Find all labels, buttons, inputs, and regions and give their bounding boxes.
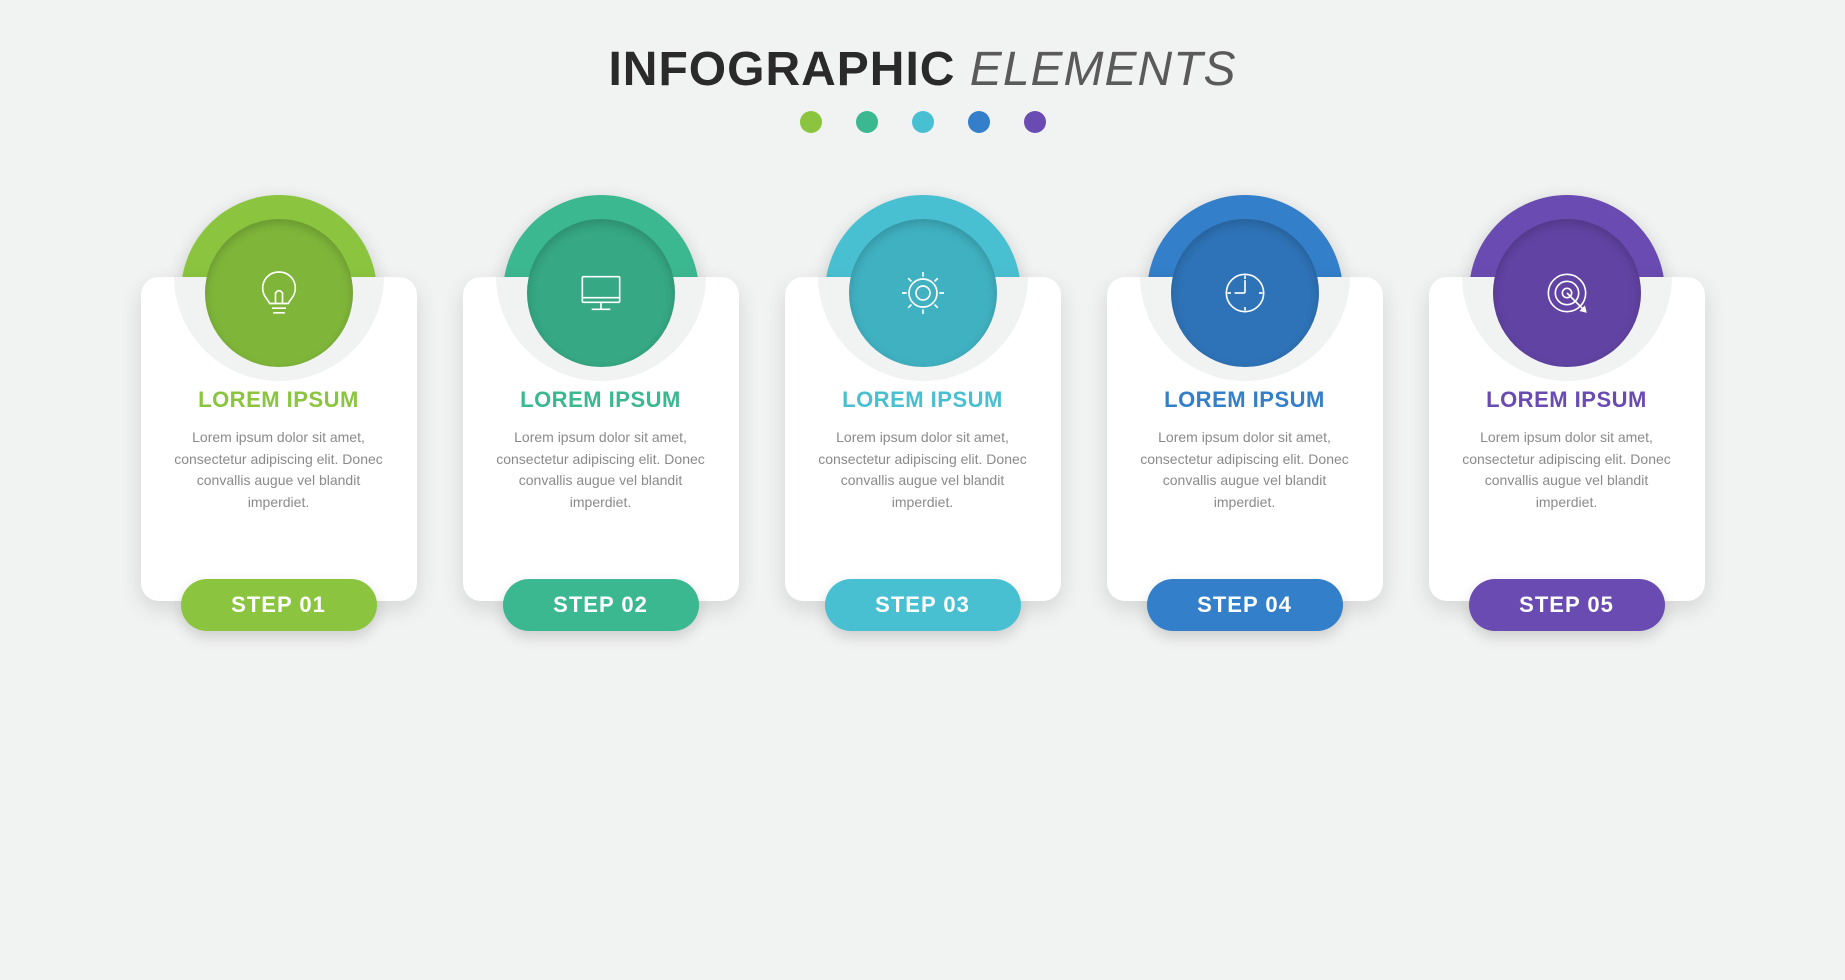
step-label-2: STEP 02 bbox=[553, 592, 648, 618]
step-pill-1: STEP 01 bbox=[181, 579, 377, 631]
cards-row: LOREM IPSUM Lorem ipsum dolor sit amet, … bbox=[0, 277, 1845, 631]
step-label-3: STEP 03 bbox=[875, 592, 970, 618]
step-card-3: LOREM IPSUM Lorem ipsum dolor sit amet, … bbox=[785, 277, 1061, 631]
step-card-4: LOREM IPSUM Lorem ipsum dolor sit amet, … bbox=[1107, 277, 1383, 631]
card-title-2: LOREM IPSUM bbox=[487, 387, 715, 413]
step-label-4: STEP 04 bbox=[1197, 592, 1292, 618]
lightbulb-icon bbox=[251, 265, 307, 321]
main-title: INFOGRAPHIC ELEMENTS bbox=[0, 42, 1845, 97]
card-desc-4: Lorem ipsum dolor sit amet, consectetur … bbox=[1131, 427, 1359, 514]
title-dots bbox=[0, 111, 1845, 133]
circle-inner-2 bbox=[527, 219, 675, 367]
circle-inner-4 bbox=[1171, 219, 1319, 367]
card-title-4: LOREM IPSUM bbox=[1131, 387, 1359, 413]
dot-3 bbox=[912, 111, 934, 133]
gear-icon bbox=[895, 265, 951, 321]
dot-2 bbox=[856, 111, 878, 133]
dot-5 bbox=[1024, 111, 1046, 133]
card-desc-2: Lorem ipsum dolor sit amet, consectetur … bbox=[487, 427, 715, 514]
step-card-2: LOREM IPSUM Lorem ipsum dolor sit amet, … bbox=[463, 277, 739, 631]
title-light: ELEMENTS bbox=[970, 43, 1237, 96]
step-card-5: LOREM IPSUM Lorem ipsum dolor sit amet, … bbox=[1429, 277, 1705, 631]
clock-icon bbox=[1217, 265, 1273, 321]
circle-inner-1 bbox=[205, 219, 353, 367]
step-pill-4: STEP 04 bbox=[1147, 579, 1343, 631]
card-title-3: LOREM IPSUM bbox=[809, 387, 1037, 413]
title-bold: INFOGRAPHIC bbox=[608, 43, 955, 96]
circle-inner-5 bbox=[1493, 219, 1641, 367]
card-desc-3: Lorem ipsum dolor sit amet, consectetur … bbox=[809, 427, 1037, 514]
card-title-1: LOREM IPSUM bbox=[165, 387, 393, 413]
step-pill-2: STEP 02 bbox=[503, 579, 699, 631]
monitor-icon bbox=[573, 265, 629, 321]
dot-1 bbox=[800, 111, 822, 133]
card-desc-1: Lorem ipsum dolor sit amet, consectetur … bbox=[165, 427, 393, 514]
step-pill-5: STEP 05 bbox=[1469, 579, 1665, 631]
dot-4 bbox=[968, 111, 990, 133]
step-label-1: STEP 01 bbox=[231, 592, 326, 618]
step-card-1: LOREM IPSUM Lorem ipsum dolor sit amet, … bbox=[141, 277, 417, 631]
card-desc-5: Lorem ipsum dolor sit amet, consectetur … bbox=[1453, 427, 1681, 514]
step-pill-3: STEP 03 bbox=[825, 579, 1021, 631]
card-title-5: LOREM IPSUM bbox=[1453, 387, 1681, 413]
step-label-5: STEP 05 bbox=[1519, 592, 1614, 618]
target-icon bbox=[1539, 265, 1595, 321]
header: INFOGRAPHIC ELEMENTS bbox=[0, 0, 1845, 133]
circle-inner-3 bbox=[849, 219, 997, 367]
